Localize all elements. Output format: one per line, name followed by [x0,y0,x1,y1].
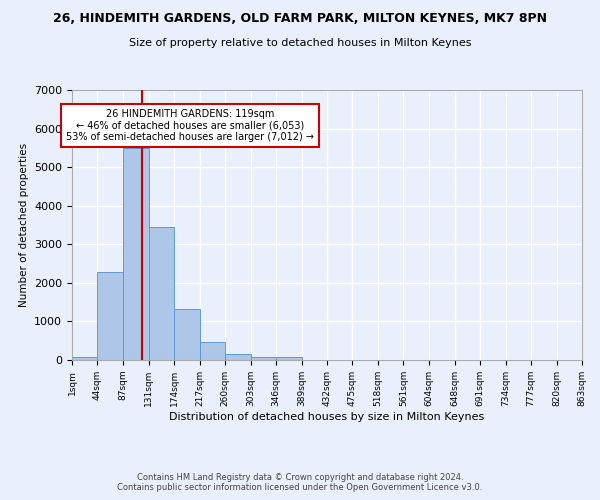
Text: Contains HM Land Registry data © Crown copyright and database right 2024.
Contai: Contains HM Land Registry data © Crown c… [118,473,482,492]
Bar [97,272,123,360]
Bar [175,310,200,360]
Text: 26 HINDEMITH GARDENS: 119sqm
← 46% of detached houses are smaller (6,053)
53% of: 26 HINDEMITH GARDENS: 119sqm ← 46% of de… [66,110,314,142]
Bar [251,356,276,360]
X-axis label: Distribution of detached houses by size in Milton Keynes: Distribution of detached houses by size … [169,412,485,422]
Bar [149,227,175,360]
Text: 26, HINDEMITH GARDENS, OLD FARM PARK, MILTON KEYNES, MK7 8PN: 26, HINDEMITH GARDENS, OLD FARM PARK, MI… [53,12,547,26]
Text: Size of property relative to detached houses in Milton Keynes: Size of property relative to detached ho… [129,38,471,48]
Bar [200,342,225,360]
Bar [276,358,302,360]
Bar [72,357,97,360]
Y-axis label: Number of detached properties: Number of detached properties [19,143,29,307]
Bar [123,148,149,360]
Bar [225,354,251,360]
